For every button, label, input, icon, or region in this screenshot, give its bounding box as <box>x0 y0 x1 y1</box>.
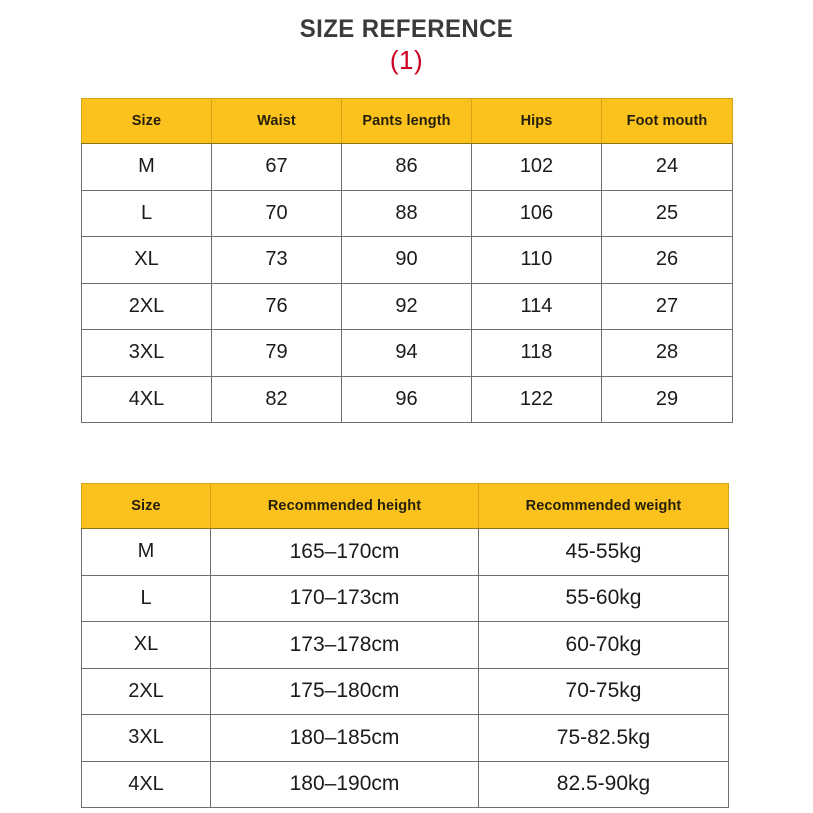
cell-size: XL <box>81 621 211 669</box>
fit-recommendation-table: Size Recommended height Recommended weig… <box>81 483 729 808</box>
cell-height: 173–178cm <box>210 621 479 669</box>
cell-waist: 82 <box>211 375 342 423</box>
cell-pants-length: 92 <box>341 282 472 330</box>
cell-size: XL <box>81 236 212 284</box>
cell-foot-mouth: 24 <box>601 143 733 191</box>
table-row: 2XL 76 92 114 27 <box>81 282 733 330</box>
table-row: 3XL 180–185cm 75-82.5kg <box>81 714 729 762</box>
cell-waist: 70 <box>211 189 342 237</box>
cell-hips: 110 <box>471 236 602 284</box>
cell-height: 170–173cm <box>210 574 479 622</box>
cell-weight: 60-70kg <box>478 621 729 669</box>
table-row: M 67 86 102 24 <box>81 143 733 191</box>
cell-pants-length: 86 <box>341 143 472 191</box>
cell-foot-mouth: 29 <box>601 375 733 423</box>
table-row: L 70 88 106 25 <box>81 189 733 237</box>
cell-foot-mouth: 26 <box>601 236 733 284</box>
cell-waist: 79 <box>211 329 342 377</box>
column-header-waist: Waist <box>211 98 342 144</box>
column-header-hips: Hips <box>471 98 602 144</box>
cell-size: M <box>81 528 211 576</box>
cell-height: 180–185cm <box>210 714 479 762</box>
cell-size: 4XL <box>81 760 211 808</box>
cell-foot-mouth: 28 <box>601 329 733 377</box>
cell-hips: 106 <box>471 189 602 237</box>
cell-pants-length: 94 <box>341 329 472 377</box>
column-header-foot-mouth: Foot mouth <box>601 98 733 144</box>
cell-size: M <box>81 143 212 191</box>
cell-size: L <box>81 574 211 622</box>
cell-size: 3XL <box>81 714 211 762</box>
cell-foot-mouth: 25 <box>601 189 733 237</box>
title-index-annotation: (1) <box>389 45 424 76</box>
page-title: SIZE REFERENCE <box>299 15 514 43</box>
table-row: L 170–173cm 55-60kg <box>81 574 729 622</box>
table-header-row: Size Waist Pants length Hips Foot mouth <box>81 98 733 144</box>
cell-weight: 70-75kg <box>478 667 729 715</box>
column-header-recommended-weight: Recommended weight <box>478 483 729 529</box>
table-row: 3XL 79 94 118 28 <box>81 329 733 377</box>
table-row: 2XL 175–180cm 70-75kg <box>81 667 729 715</box>
cell-weight: 82.5-90kg <box>478 760 729 808</box>
column-header-recommended-height: Recommended height <box>210 483 479 529</box>
cell-height: 180–190cm <box>210 760 479 808</box>
cell-pants-length: 96 <box>341 375 472 423</box>
cell-waist: 67 <box>211 143 342 191</box>
measurements-table: Size Waist Pants length Hips Foot mouth … <box>81 98 733 423</box>
title-block: SIZE REFERENCE (1) <box>0 15 813 76</box>
cell-hips: 118 <box>471 329 602 377</box>
cell-size: 4XL <box>81 375 212 423</box>
cell-hips: 122 <box>471 375 602 423</box>
cell-hips: 102 <box>471 143 602 191</box>
column-header-size: Size <box>81 98 212 144</box>
cell-waist: 76 <box>211 282 342 330</box>
cell-pants-length: 90 <box>341 236 472 284</box>
cell-weight: 75-82.5kg <box>478 714 729 762</box>
column-header-pants-length: Pants length <box>341 98 472 144</box>
cell-weight: 55-60kg <box>478 574 729 622</box>
cell-waist: 73 <box>211 236 342 284</box>
table-header-row: Size Recommended height Recommended weig… <box>81 483 729 529</box>
table-row: 4XL 82 96 122 29 <box>81 375 733 423</box>
table-row: M 165–170cm 45-55kg <box>81 528 729 576</box>
cell-size: 2XL <box>81 282 212 330</box>
table-row: XL 73 90 110 26 <box>81 236 733 284</box>
cell-height: 175–180cm <box>210 667 479 715</box>
cell-height: 165–170cm <box>210 528 479 576</box>
cell-size: 3XL <box>81 329 212 377</box>
table-row: XL 173–178cm 60-70kg <box>81 621 729 669</box>
cell-size: 2XL <box>81 667 211 715</box>
cell-weight: 45-55kg <box>478 528 729 576</box>
table-row: 4XL 180–190cm 82.5-90kg <box>81 760 729 808</box>
cell-foot-mouth: 27 <box>601 282 733 330</box>
cell-pants-length: 88 <box>341 189 472 237</box>
cell-size: L <box>81 189 212 237</box>
column-header-size: Size <box>81 483 211 529</box>
cell-hips: 114 <box>471 282 602 330</box>
